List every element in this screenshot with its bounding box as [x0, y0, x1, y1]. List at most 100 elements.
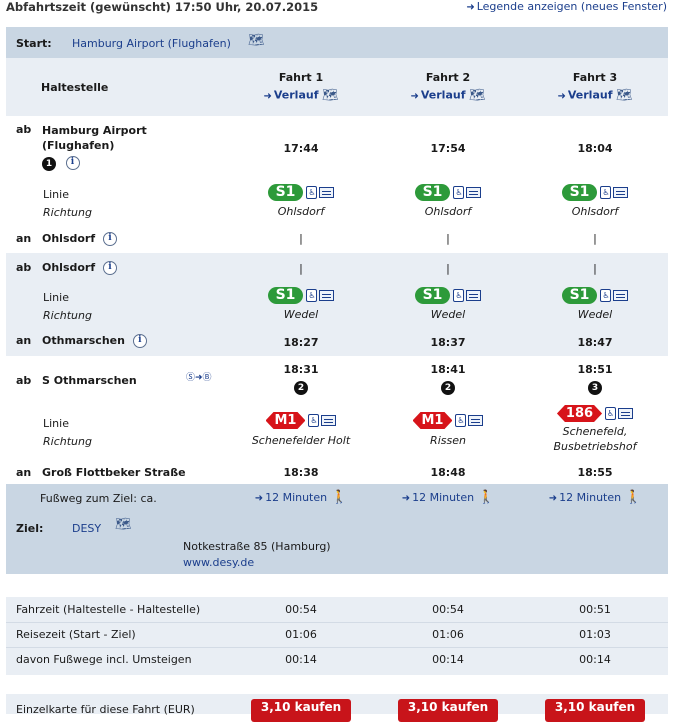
leg-1-dep-time-1: 17:44: [283, 142, 319, 155]
summary-divider: [6, 622, 668, 623]
leg-1-direction-1: Ohlsdorf: [277, 205, 325, 218]
trip-1-route-link[interactable]: ➜ Verlauf 🗺: [226, 88, 376, 103]
route-link-label: Verlauf: [273, 88, 319, 102]
label-ab: ab: [16, 261, 32, 274]
leg-2-line-3[interactable]: S1 ♿: [520, 287, 670, 304]
leg-2-line-1[interactable]: S1 ♿: [226, 287, 376, 304]
timetable-icon[interactable]: [321, 415, 337, 426]
arrow-right-icon: ➜: [557, 90, 566, 102]
leg-2-line-2[interactable]: S1 ♿: [373, 287, 523, 304]
leg-3-direction-3-extra: Busbetriebshof: [553, 440, 637, 453]
wheelchair-icon: ♿: [600, 186, 612, 199]
info-icon[interactable]: i: [132, 334, 147, 348]
timetable-icon[interactable]: [468, 415, 484, 426]
leg-2-departure-station: Ohlsdorf i: [42, 261, 117, 275]
leg-3-direction-3: Schenefeld,: [562, 425, 628, 438]
platform-badge: 1: [42, 157, 56, 171]
platform-badge: 2: [441, 381, 455, 395]
buy-ticket-button[interactable]: 3,10 kaufen: [250, 699, 352, 722]
info-icon[interactable]: i: [103, 232, 117, 246]
table-header-band: [6, 58, 668, 116]
leg-3-dep-time-1: 18:31: [283, 363, 319, 376]
buy-ticket-button[interactable]: 3,10 kaufen: [397, 699, 499, 722]
map-icon[interactable]: 🗺: [248, 33, 265, 48]
line-label: Linie: [43, 291, 69, 304]
timetable-icon[interactable]: [618, 408, 634, 419]
label-an: an: [16, 466, 32, 479]
line-badge-s1: S1: [267, 287, 304, 304]
fare-label: Einzelkarte für diese Fahrt (EUR): [16, 703, 195, 716]
leg-2-direction-3: Wedel: [577, 308, 613, 321]
map-icon[interactable]: 🗺: [115, 517, 132, 532]
fare-cell-2: 3,10 kaufen: [373, 699, 523, 722]
platform-badge: 3: [588, 381, 602, 395]
timetable-icon[interactable]: [466, 290, 482, 301]
leg-2-arr-time-3: 18:47: [577, 336, 613, 349]
leg-3-dep-time-2: 18:41: [430, 363, 466, 376]
walk-duration-1[interactable]: ➜ 12 Minuten 🚶: [226, 490, 376, 505]
summary-row-label: davon Fußwege incl. Umsteigen: [16, 653, 192, 666]
leg-1-arr-time-1: |: [299, 232, 303, 245]
destination-band: [6, 484, 668, 574]
wheelchair-icon: ♿: [455, 414, 467, 427]
destination-url-link[interactable]: www.desy.de: [183, 556, 255, 569]
leg-1-arr-time-3: |: [593, 232, 597, 245]
destination-value-link[interactable]: DESY: [72, 522, 102, 535]
leg-3-badge-3: 3: [520, 380, 670, 395]
leg-2-arr-time-1: 18:27: [283, 336, 319, 349]
destination-address: Notkestraße 85 (Hamburg): [183, 540, 331, 553]
walk-duration-2[interactable]: ➜ 12 Minuten 🚶: [373, 490, 523, 505]
line-badge-m1: M1: [266, 412, 306, 429]
map-icon[interactable]: 🗺: [468, 88, 486, 103]
leg-1-line-3[interactable]: S1 ♿: [520, 184, 670, 201]
summary-value: 01:06: [432, 628, 464, 641]
line-badge-s1: S1: [561, 184, 598, 201]
arrow-right-icon: ➜: [548, 493, 558, 504]
walk-label: Fußweg zum Ziel: ca.: [40, 492, 157, 505]
leg-3-direction-1: Schenefelder Holt: [251, 434, 351, 447]
info-icon[interactable]: i: [65, 156, 80, 170]
summary-value: 00:51: [579, 603, 611, 616]
station-name-line2: (Flughafen): [42, 139, 115, 152]
walk-duration-3[interactable]: ➜ 12 Minuten 🚶: [520, 490, 670, 505]
direction-label: Richtung: [43, 206, 92, 219]
leg-3-line-1[interactable]: M1 ♿: [226, 412, 376, 429]
start-band: [6, 27, 668, 58]
summary-band: [6, 597, 668, 675]
map-icon[interactable]: 🗺: [615, 88, 633, 103]
leg-3-line-2[interactable]: M1 ♿: [373, 412, 523, 429]
timetable-icon[interactable]: [613, 290, 629, 301]
fare-cell-1: 3,10 kaufen: [226, 699, 376, 722]
timetable-icon[interactable]: [466, 187, 482, 198]
arrow-right-icon: ➜: [466, 2, 475, 13]
leg-1-line-1[interactable]: S1 ♿: [226, 184, 376, 201]
leg-1-station-badges: 1 i: [42, 156, 80, 171]
leg-1-dep-time-2: 17:54: [430, 142, 466, 155]
walk-duration-label: 12 Minuten: [559, 491, 622, 504]
station-name: Ohlsdorf: [42, 261, 96, 274]
timetable-icon[interactable]: [319, 290, 335, 301]
wheelchair-icon: ♿: [600, 289, 612, 302]
arrow-right-icon: ➜: [263, 90, 272, 102]
trip-3-route-link[interactable]: ➜ Verlauf 🗺: [520, 88, 670, 103]
line-badge-s1: S1: [414, 287, 451, 304]
summary-value: 00:14: [285, 653, 317, 666]
buy-ticket-button[interactable]: 3,10 kaufen: [544, 699, 646, 722]
route-link-label: Verlauf: [420, 88, 466, 102]
trip-2-route-link[interactable]: ➜ Verlauf 🗺: [373, 88, 523, 103]
legend-link[interactable]: ➜ Legende anzeigen (neues Fenster): [466, 0, 667, 13]
leg-1-line-2[interactable]: S1 ♿: [373, 184, 523, 201]
arrow-right-icon: ➜: [401, 493, 411, 504]
info-icon[interactable]: i: [103, 261, 117, 275]
legend-link-label: Legende anzeigen (neues Fenster): [476, 0, 667, 13]
station-name: Ohlsdorf: [42, 232, 96, 245]
timetable-icon[interactable]: [613, 187, 629, 198]
map-icon[interactable]: 🗺: [321, 88, 339, 103]
label-ab: ab: [16, 123, 32, 136]
start-value-link[interactable]: Hamburg Airport (Flughafen): [72, 37, 231, 50]
leg-3-line-3[interactable]: 186 ♿: [520, 405, 670, 422]
start-label: Start:: [16, 37, 52, 50]
leg-3-dep-time-3: 18:51: [577, 363, 613, 376]
leg-3-arr-time-3: 18:55: [577, 466, 613, 479]
timetable-icon[interactable]: [319, 187, 335, 198]
